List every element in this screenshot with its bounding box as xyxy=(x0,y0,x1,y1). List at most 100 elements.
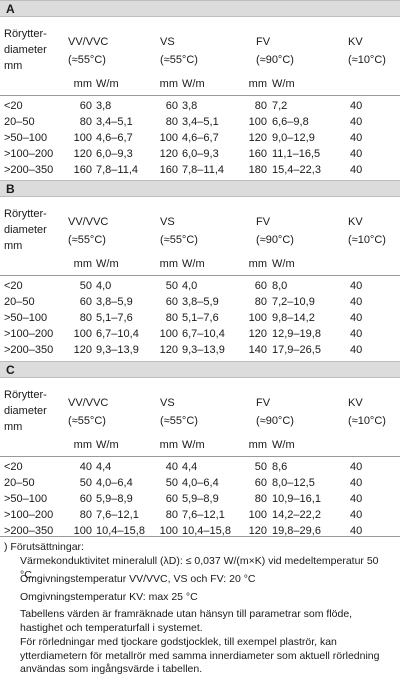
table-row: >200–350 160 7,8–11,4 160 7,8–11,4 180 15,4–22… xyxy=(0,162,400,178)
unit-label: W/m xyxy=(182,258,205,270)
vv-wm-cell: 4,0 xyxy=(96,280,112,292)
vs-wm-cell: 7,8–11,4 xyxy=(182,164,225,176)
header-rule xyxy=(0,275,400,276)
vs-mm-cell: 100 xyxy=(159,328,178,340)
vs-wm-cell: 3,8 xyxy=(182,100,198,112)
diameter-cell: >50–100 xyxy=(4,493,48,505)
kv-mm-cell: 40 xyxy=(350,280,363,292)
fv-wm-cell: 17,9–26,5 xyxy=(272,344,321,356)
vv-column-header: VV/VVC xyxy=(68,36,109,48)
vv-wm-cell: 10,4–15,8 xyxy=(96,525,145,537)
unit-label: W/m xyxy=(182,439,205,451)
vv-wm-cell: 6,0–9,3 xyxy=(96,148,133,160)
fv-mm-cell: 100 xyxy=(248,116,267,128)
fv-mm-cell: 50 xyxy=(254,461,267,473)
row-header-line: mm xyxy=(4,60,23,72)
row-header-line: diameter xyxy=(4,44,47,56)
section-label: A xyxy=(0,0,400,17)
vs-mm-cell: 80 xyxy=(165,509,178,521)
vs-mm-cell: 50 xyxy=(165,280,178,292)
vv-wm-cell: 3,8 xyxy=(96,100,112,112)
vs-wm-cell: 9,3–13,9 xyxy=(182,344,225,356)
footnote-title: ) Förutsättningar: xyxy=(4,541,84,553)
kv-mm-cell: 40 xyxy=(350,461,363,473)
fv-wm-cell: 12,9–19,8 xyxy=(272,328,321,340)
row-header-line: diameter xyxy=(4,224,47,236)
vv-mm-cell: 100 xyxy=(73,525,92,537)
vs-mm-cell: 80 xyxy=(165,312,178,324)
vs-column-header: VS xyxy=(160,397,175,409)
fv-mm-cell: 140 xyxy=(248,344,267,356)
fv-column-header: (≈90°C) xyxy=(256,415,294,427)
row-header-line: diameter xyxy=(4,405,47,417)
kv-mm-cell: 40 xyxy=(350,525,363,537)
diameter-cell: >200–350 xyxy=(4,164,54,176)
row-header-line: Rörytter- xyxy=(4,28,47,40)
kv-column-header: KV xyxy=(348,397,363,409)
vv-wm-cell: 3,8–5,9 xyxy=(96,296,133,308)
vv-column-header: (≈55°C) xyxy=(68,54,106,66)
diameter-cell: 20–50 xyxy=(4,116,35,128)
kv-column-header: KV xyxy=(348,216,363,228)
table-row: <20 40 4,4 40 4,4 50 8,6 40 xyxy=(0,459,400,475)
unit-label: W/m xyxy=(272,439,295,451)
kv-column-header: (≈10°C) xyxy=(348,54,386,66)
kv-column-header: (≈10°C) xyxy=(348,234,386,246)
footnote-line: För rörledningar med tjockare godstjockl… xyxy=(20,636,380,675)
fv-wm-cell: 8,0 xyxy=(272,280,288,292)
fv-mm-cell: 100 xyxy=(248,312,267,324)
fv-mm-cell: 100 xyxy=(248,509,267,521)
table-section-b: B Rörytter-diameter mm VV/VVC (≈55°C) VS (≈55°… xyxy=(0,180,400,360)
diameter-cell: >100–200 xyxy=(4,509,54,521)
table-row: >50–100 60 5,9–8,9 60 5,9–8,9 80 10,9–16,1 40 xyxy=(0,491,400,507)
fv-column-header: FV xyxy=(256,397,271,409)
vv-mm-cell: 50 xyxy=(79,477,92,489)
row-header-line: mm xyxy=(4,421,23,433)
vs-wm-cell: 7,6–12,1 xyxy=(182,509,225,521)
vs-mm-cell: 40 xyxy=(165,461,178,473)
unit-label: W/m xyxy=(182,78,205,90)
fv-mm-cell: 160 xyxy=(248,148,267,160)
kv-mm-cell: 40 xyxy=(350,116,363,128)
vs-wm-cell: 4,6–6,7 xyxy=(182,132,219,144)
vs-mm-cell: 160 xyxy=(159,164,178,176)
fv-wm-cell: 8,0–12,5 xyxy=(272,477,315,489)
kv-mm-cell: 40 xyxy=(350,344,363,356)
vs-wm-cell: 3,8–5,9 xyxy=(182,296,219,308)
unit-label: W/m xyxy=(272,78,295,90)
table-row: >100–200 100 6,7–10,4 100 6,7–10,4 120 12,9–19… xyxy=(0,326,400,342)
row-header-line: Rörytter- xyxy=(4,208,47,220)
diameter-cell: >100–200 xyxy=(4,148,54,160)
row-header-line: Rörytter- xyxy=(4,389,47,401)
unit-label: mm xyxy=(248,78,267,90)
diameter-cell: >100–200 xyxy=(4,328,54,340)
fv-wm-cell: 8,6 xyxy=(272,461,288,473)
unit-label: mm xyxy=(248,258,267,270)
vs-mm-cell: 100 xyxy=(159,525,178,537)
fv-wm-cell: 19,8–29,6 xyxy=(272,525,321,537)
vs-mm-cell: 120 xyxy=(159,148,178,160)
table-row: >50–100 80 5,1–7,6 80 5,1–7,6 100 9,8–14,2 40 xyxy=(0,310,400,326)
vv-wm-cell: 4,0–6,4 xyxy=(96,477,133,489)
fv-column-header: FV xyxy=(256,36,271,48)
fv-wm-cell: 6,6–9,8 xyxy=(272,116,309,128)
vs-column-header: (≈55°C) xyxy=(160,54,198,66)
unit-label: mm xyxy=(73,439,92,451)
vv-mm-cell: 120 xyxy=(73,148,92,160)
fv-mm-cell: 80 xyxy=(254,100,267,112)
fv-mm-cell: 120 xyxy=(248,132,267,144)
table-row: >50–100 100 4,6–6,7 100 4,6–6,7 120 9,0–12,9 40 xyxy=(0,130,400,146)
vs-mm-cell: 60 xyxy=(165,296,178,308)
kv-mm-cell: 40 xyxy=(350,296,363,308)
kv-mm-cell: 40 xyxy=(350,477,363,489)
kv-mm-cell: 40 xyxy=(350,312,363,324)
row-header-line: mm xyxy=(4,240,23,252)
vs-wm-cell: 6,0–9,3 xyxy=(182,148,219,160)
vs-mm-cell: 120 xyxy=(159,344,178,356)
vs-wm-cell: 4,0–6,4 xyxy=(182,477,219,489)
footnote-line: Omgivningstemperatur VV/VVC, VS och FV: … xyxy=(20,573,256,585)
table-row: 20–50 50 4,0–6,4 50 4,0–6,4 60 8,0–12,5 40 xyxy=(0,475,400,491)
fv-mm-cell: 120 xyxy=(248,525,267,537)
fv-column-header: FV xyxy=(256,216,271,228)
vv-mm-cell: 80 xyxy=(79,116,92,128)
